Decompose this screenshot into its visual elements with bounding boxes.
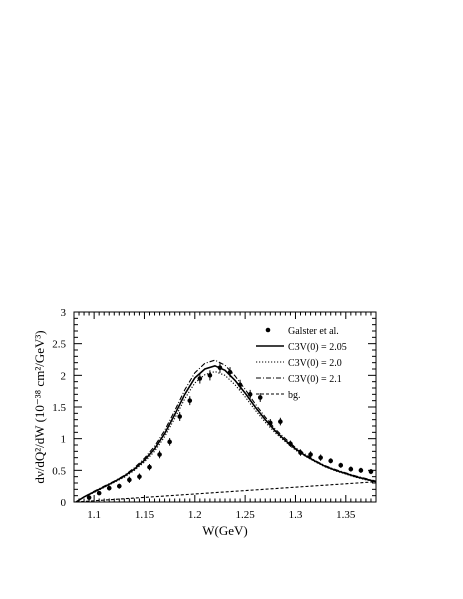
data-point bbox=[298, 450, 303, 455]
legend-marker bbox=[265, 327, 271, 333]
data-point bbox=[207, 373, 213, 378]
data-point bbox=[348, 466, 354, 472]
data-point bbox=[358, 468, 364, 473]
x-tick-label: 1.3 bbox=[289, 509, 303, 521]
x-tick-label: 1.1 bbox=[87, 509, 101, 521]
legend-label: C3V(0) = 2.1 bbox=[288, 374, 342, 385]
data-point bbox=[167, 439, 172, 445]
data-point bbox=[217, 365, 223, 371]
data-point bbox=[227, 369, 233, 375]
data-point bbox=[278, 419, 283, 424]
y-tick-label: 1.5 bbox=[52, 402, 66, 414]
x-tick-label: 1.25 bbox=[236, 509, 256, 521]
data-point bbox=[86, 495, 92, 500]
legend: Galster et al. C3V(0) = 2.05 C3V(0) = 2.0 C… bbox=[256, 326, 347, 401]
x-tick-label: 1.35 bbox=[336, 509, 356, 521]
y-tick-label: 2 bbox=[61, 370, 67, 382]
data-point bbox=[187, 398, 193, 403]
curve-dashdot bbox=[75, 359, 377, 503]
data-point bbox=[147, 464, 152, 470]
data-point bbox=[157, 452, 162, 457]
x-tick-label: 1.2 bbox=[188, 509, 202, 521]
legend-label: Galster et al. bbox=[288, 326, 339, 337]
y-tick-label: 0.5 bbox=[52, 465, 66, 477]
data-point bbox=[247, 392, 253, 397]
y-tick-label: 1 bbox=[61, 434, 67, 446]
x-tick-label: 1.15 bbox=[135, 509, 155, 521]
y-tick-label: 0 bbox=[61, 497, 67, 509]
data-point bbox=[96, 490, 102, 496]
curve-dashed bbox=[75, 481, 377, 503]
plot-frame bbox=[73, 311, 377, 503]
legend-label: C3V(0) = 2.05 bbox=[288, 342, 347, 353]
data-point bbox=[257, 395, 263, 400]
legend-label: C3V(0) = 2.0 bbox=[288, 358, 342, 369]
data-point bbox=[137, 474, 142, 479]
x-axis-title: W(GeV) bbox=[202, 523, 247, 538]
data-point bbox=[328, 458, 334, 464]
y-axis-title: dν/dQ²/dW (10⁻³⁸ cm²/GeV³) bbox=[32, 330, 47, 483]
curve-solid bbox=[75, 364, 377, 503]
y-tick-label: 3 bbox=[61, 307, 67, 319]
data-point bbox=[308, 452, 313, 457]
data-point bbox=[288, 441, 293, 447]
data-point bbox=[338, 462, 344, 468]
data-point bbox=[106, 485, 112, 491]
data-point bbox=[127, 477, 132, 483]
curve-dotted bbox=[75, 370, 377, 503]
data-point bbox=[237, 382, 243, 388]
data-point bbox=[117, 483, 122, 489]
data-point bbox=[177, 414, 182, 419]
data-point bbox=[268, 420, 273, 426]
data-point bbox=[197, 376, 203, 381]
legend-label: bg. bbox=[288, 390, 301, 401]
data-point bbox=[368, 469, 374, 474]
data-point bbox=[318, 455, 323, 460]
y-tick-label: 2.5 bbox=[52, 339, 66, 351]
